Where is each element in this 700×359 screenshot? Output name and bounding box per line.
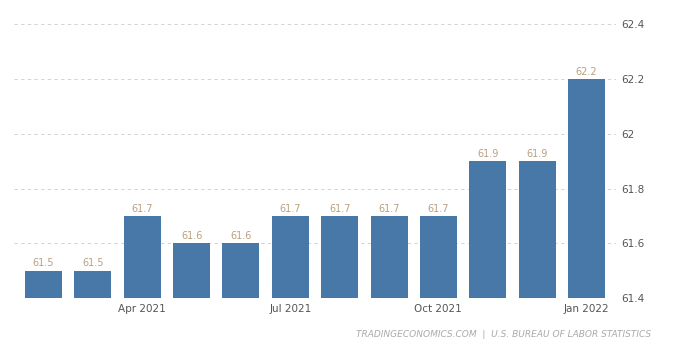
Text: 61.9: 61.9 xyxy=(477,149,498,159)
Bar xyxy=(74,271,111,298)
Bar xyxy=(370,216,407,298)
Text: TRADINGECONOMICS.COM  |  U.S. BUREAU OF LABOR STATISTICS: TRADINGECONOMICS.COM | U.S. BUREAU OF LA… xyxy=(356,330,652,339)
Text: 61.5: 61.5 xyxy=(82,258,104,269)
Bar xyxy=(272,216,309,298)
Text: 61.6: 61.6 xyxy=(230,231,252,241)
Bar xyxy=(223,243,260,298)
Bar xyxy=(321,216,358,298)
Text: 61.6: 61.6 xyxy=(181,231,202,241)
Bar xyxy=(568,79,605,298)
Bar xyxy=(25,271,62,298)
Text: 61.7: 61.7 xyxy=(132,204,153,214)
Bar xyxy=(173,243,210,298)
Bar xyxy=(420,216,457,298)
Text: 61.9: 61.9 xyxy=(526,149,547,159)
Text: 61.5: 61.5 xyxy=(33,258,55,269)
Bar xyxy=(124,216,161,298)
Text: 62.2: 62.2 xyxy=(575,67,597,77)
Text: 61.7: 61.7 xyxy=(279,204,301,214)
Bar xyxy=(469,161,506,298)
Bar xyxy=(519,161,556,298)
Text: 61.7: 61.7 xyxy=(428,204,449,214)
Text: 61.7: 61.7 xyxy=(329,204,351,214)
Text: 61.7: 61.7 xyxy=(378,204,400,214)
